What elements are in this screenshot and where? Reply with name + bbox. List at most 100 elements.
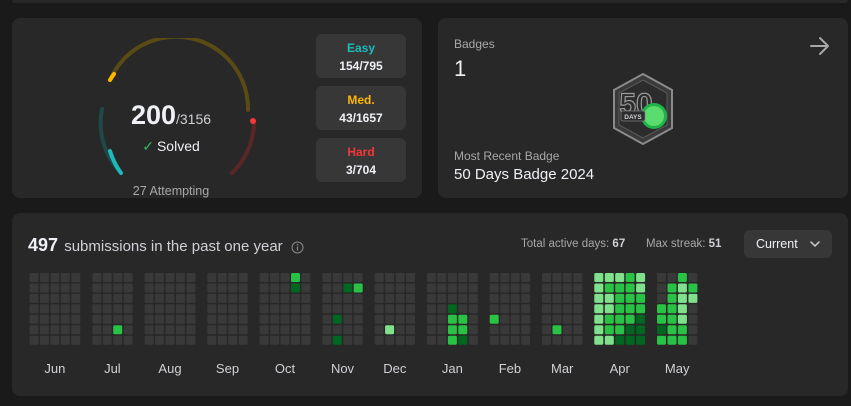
heatmap-cell[interactable] <box>468 314 478 324</box>
heatmap-cell[interactable] <box>301 325 311 335</box>
heatmap-cell[interactable] <box>447 273 457 282</box>
heatmap-cell[interactable] <box>677 304 687 314</box>
heatmap-cell[interactable] <box>552 304 562 314</box>
heatmap-cell[interactable] <box>280 273 290 282</box>
heatmap-cell[interactable] <box>447 304 457 314</box>
heatmap-cell[interactable] <box>175 304 185 314</box>
heatmap-cell[interactable] <box>552 325 562 335</box>
heatmap-cell[interactable] <box>353 325 363 335</box>
heatmap-cell[interactable] <box>71 325 81 335</box>
heatmap-cell[interactable] <box>102 314 112 324</box>
heatmap-cell[interactable] <box>332 335 342 345</box>
heatmap-cell[interactable] <box>657 293 666 303</box>
heatmap-cell[interactable] <box>500 273 510 282</box>
heatmap-cell[interactable] <box>217 283 227 293</box>
heatmap-cell[interactable] <box>353 335 363 345</box>
heatmap-cell[interactable] <box>343 304 353 314</box>
heatmap-cell[interactable] <box>92 283 102 293</box>
heatmap-cell[interactable] <box>594 325 604 335</box>
heatmap-cell[interactable] <box>521 283 531 293</box>
heatmap-cell[interactable] <box>29 335 39 345</box>
heatmap-cell[interactable] <box>374 335 384 345</box>
heatmap-cell[interactable] <box>186 325 196 335</box>
heatmap-cell[interactable] <box>92 273 102 282</box>
heatmap-cell[interactable] <box>458 283 468 293</box>
heatmap-cell[interactable] <box>657 304 666 314</box>
heatmap-cell[interactable] <box>489 325 499 335</box>
heatmap-cell[interactable] <box>657 314 666 324</box>
heatmap-cell[interactable] <box>510 283 520 293</box>
heatmap-cell[interactable] <box>280 293 290 303</box>
heatmap-cell[interactable] <box>437 283 447 293</box>
heatmap-cell[interactable] <box>447 335 457 345</box>
heatmap-cell[interactable] <box>604 304 614 314</box>
heatmap-cell[interactable] <box>280 304 290 314</box>
heatmap-cell[interactable] <box>521 314 531 324</box>
heatmap-cell[interactable] <box>468 283 478 293</box>
heatmap-cell[interactable] <box>395 325 405 335</box>
heatmap-cell[interactable] <box>406 273 415 282</box>
heatmap-cell[interactable] <box>322 273 332 282</box>
heatmap-cell[interactable] <box>175 314 185 324</box>
heatmap-cell[interactable] <box>175 283 185 293</box>
heatmap-cell[interactable] <box>291 314 300 324</box>
heatmap-cell[interactable] <box>155 273 164 282</box>
heatmap-cell[interactable] <box>406 325 415 335</box>
heatmap-cell[interactable] <box>301 304 311 314</box>
heatmap-cell[interactable] <box>291 304 300 314</box>
heatmap-cell[interactable] <box>270 304 280 314</box>
heatmap-cell[interactable] <box>343 325 353 335</box>
heatmap-cell[interactable] <box>60 325 70 335</box>
heatmap-cell[interactable] <box>385 325 395 335</box>
heatmap-cell[interactable] <box>123 273 133 282</box>
difficulty-hard-box[interactable]: Hard 3/704 <box>316 138 406 182</box>
heatmap-cell[interactable] <box>562 273 572 282</box>
heatmap-cell[interactable] <box>123 283 133 293</box>
heatmap-cell[interactable] <box>458 304 468 314</box>
heatmap-cell[interactable] <box>521 335 531 345</box>
heatmap-cell[interactable] <box>510 273 520 282</box>
heatmap-cell[interactable] <box>301 273 311 282</box>
heatmap-cell[interactable] <box>217 304 227 314</box>
heatmap-cell[interactable] <box>238 304 248 314</box>
heatmap-cell[interactable] <box>437 293 447 303</box>
heatmap-cell[interactable] <box>322 325 332 335</box>
heatmap-cell[interactable] <box>562 304 572 314</box>
heatmap-cell[interactable] <box>604 283 614 293</box>
heatmap-cell[interactable] <box>113 325 123 335</box>
heatmap-cell[interactable] <box>657 335 666 345</box>
heatmap-cell[interactable] <box>29 325 39 335</box>
heatmap-cell[interactable] <box>155 293 164 303</box>
heatmap-cell[interactable] <box>353 283 363 293</box>
heatmap-cell[interactable] <box>301 293 311 303</box>
heatmap-cell[interactable] <box>217 314 227 324</box>
heatmap-cell[interactable] <box>39 325 49 335</box>
heatmap-cell[interactable] <box>270 325 280 335</box>
heatmap-cell[interactable] <box>688 293 698 303</box>
heatmap-cell[interactable] <box>542 314 551 324</box>
heatmap-cell[interactable] <box>542 283 551 293</box>
heatmap-cell[interactable] <box>374 304 384 314</box>
heatmap-cell[interactable] <box>353 293 363 303</box>
heatmap-cell[interactable] <box>615 335 625 345</box>
heatmap-cell[interactable] <box>667 273 677 282</box>
heatmap-cell[interactable] <box>217 325 227 335</box>
heatmap-cell[interactable] <box>636 325 646 335</box>
heatmap-cell[interactable] <box>280 314 290 324</box>
info-icon[interactable] <box>291 241 304 254</box>
heatmap-cell[interactable] <box>39 314 49 324</box>
heatmap-cell[interactable] <box>259 325 269 335</box>
heatmap-cell[interactable] <box>625 293 635 303</box>
heatmap-cell[interactable] <box>489 304 499 314</box>
heatmap-cell[interactable] <box>144 293 154 303</box>
heatmap-cell[interactable] <box>186 335 196 345</box>
heatmap-cell[interactable] <box>562 335 572 345</box>
heatmap-cell[interactable] <box>332 314 342 324</box>
heatmap-cell[interactable] <box>374 314 384 324</box>
heatmap-cell[interactable] <box>291 283 300 293</box>
heatmap-cell[interactable] <box>71 283 81 293</box>
heatmap-cell[interactable] <box>542 273 551 282</box>
heatmap-cell[interactable] <box>573 325 583 335</box>
heatmap-cell[interactable] <box>238 314 248 324</box>
heatmap-cell[interactable] <box>353 314 363 324</box>
